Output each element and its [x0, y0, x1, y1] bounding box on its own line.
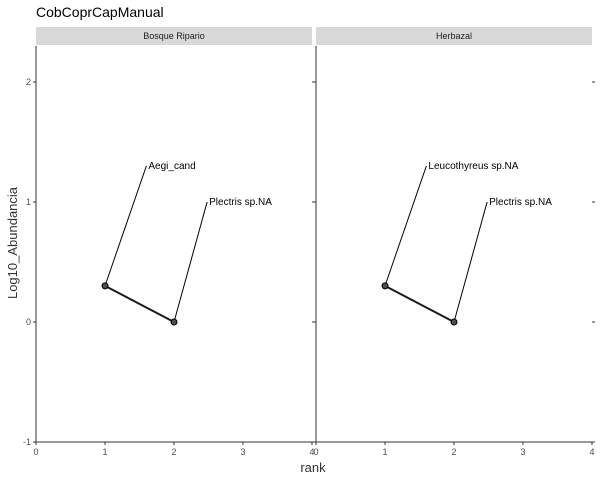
facet-strip-label: Bosque Ripario — [143, 31, 205, 41]
x-tick-label: 0 — [33, 447, 38, 457]
x-axis-title: rank — [300, 460, 326, 475]
y-tick-label: 2 — [26, 77, 31, 87]
x-tick-label: 3 — [240, 447, 245, 457]
x-tick-label: 4 — [589, 447, 594, 457]
series-line — [384, 284, 455, 323]
data-point-label: Plectris sp.NA — [489, 197, 552, 208]
data-point — [450, 318, 458, 326]
x-tick-label: 2 — [451, 447, 456, 457]
facet-strip — [316, 27, 592, 45]
x-tick-label: 1 — [382, 447, 387, 457]
x-tick-label: 0 — [313, 447, 318, 457]
data-point — [381, 282, 389, 290]
label-leader-line — [453, 201, 488, 323]
x-tick-label: 2 — [171, 447, 176, 457]
y-tick-label: 0 — [26, 317, 31, 327]
label-leader-line — [173, 201, 208, 323]
label-leader-line — [384, 165, 427, 287]
data-point-label: Plectris sp.NA — [209, 197, 272, 208]
label-leader-line — [104, 165, 147, 287]
x-tick-label: 4 — [309, 447, 314, 457]
x-tick-label: 1 — [102, 447, 107, 457]
y-tick-label: 1 — [26, 197, 31, 207]
series-line — [104, 284, 175, 323]
data-point — [101, 282, 109, 290]
data-point — [170, 318, 178, 326]
facet-strip — [36, 27, 312, 45]
y-axis-title: Log10_Abundancia — [5, 186, 20, 299]
x-tick-label: 3 — [520, 447, 525, 457]
y-tick-label: -1 — [23, 437, 31, 447]
facet-strip-label: Herbazal — [436, 31, 472, 41]
chart-title: CobCoprCapManual — [36, 4, 164, 20]
data-point-label: Leucothyreus sp.NA — [428, 161, 518, 172]
data-point-label: Aegi_cand — [148, 161, 195, 172]
